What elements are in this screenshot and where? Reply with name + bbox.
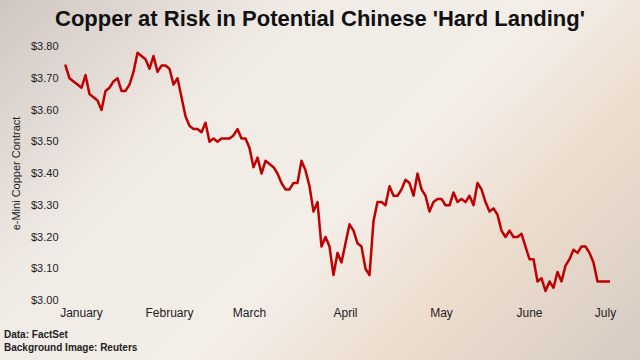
svg-text:$3.70: $3.70 xyxy=(31,72,59,84)
svg-text:$3.40: $3.40 xyxy=(31,167,59,179)
svg-text:April: April xyxy=(333,306,357,320)
svg-text:January: January xyxy=(60,306,103,320)
svg-text:$3.60: $3.60 xyxy=(31,104,59,116)
svg-text:$3.80: $3.80 xyxy=(31,40,59,52)
svg-text:March: March xyxy=(233,306,266,320)
svg-text:$3.00: $3.00 xyxy=(31,294,59,306)
html-text:Copper at Risk in Potential Ch: Copper at Risk in Potential Chinese 'Har… xyxy=(55,6,585,31)
svg-text:$3.50: $3.50 xyxy=(31,135,59,147)
svg-text:July: July xyxy=(595,306,616,320)
svg-text:February: February xyxy=(145,306,193,320)
svg-text:June: June xyxy=(516,306,542,320)
svg-text:May: May xyxy=(430,306,453,320)
svg-text:$3.10: $3.10 xyxy=(31,262,59,274)
svg-text:e-Mini Copper Contract: e-Mini Copper Contract xyxy=(10,117,22,231)
html-text:Data: FactSet: Data: FactSet xyxy=(4,329,68,340)
svg-text:$3.20: $3.20 xyxy=(31,231,59,243)
html-text:Background Image: Reuters: Background Image: Reuters xyxy=(4,342,138,353)
svg-text:$3.30: $3.30 xyxy=(31,199,59,211)
